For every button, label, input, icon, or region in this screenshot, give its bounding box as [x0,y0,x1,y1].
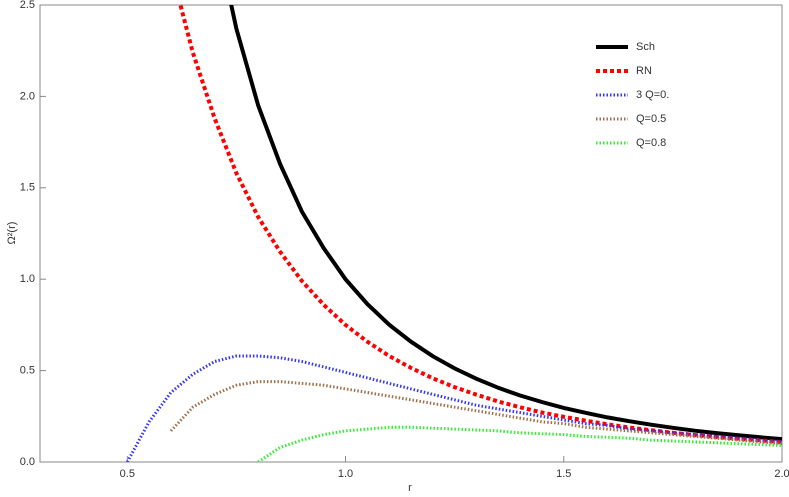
series-line [178,5,782,445]
y-tick-label: 2.5 [20,0,35,11]
x-tick-label: 1.0 [338,468,353,480]
plot-area [125,5,782,462]
x-axis-label: r [408,482,412,494]
legend-label: Q=0.8 [636,137,666,149]
x-tick-label: 1.5 [556,468,571,480]
y-axis-label: Ω²(r) [6,222,18,245]
y-tick-label: 1.5 [20,182,35,194]
y-tick-label: 1.0 [20,273,35,285]
legend-label: Q=0.5 [636,113,666,125]
plot-frame [39,4,783,463]
y-tick-label: 0.0 [20,456,35,468]
y-tick-label: 0.5 [20,365,35,377]
series-line [169,380,782,446]
legend-label: Sch [636,41,655,53]
x-tick-label: 0.5 [120,468,135,480]
legend-label: 3 Q=0. [636,89,669,101]
x-tick-label: 2.0 [774,468,789,480]
series-line [125,354,782,462]
y-tick-label: 2.0 [20,90,35,102]
series-line [229,5,782,442]
legend-label: RN [636,65,652,77]
